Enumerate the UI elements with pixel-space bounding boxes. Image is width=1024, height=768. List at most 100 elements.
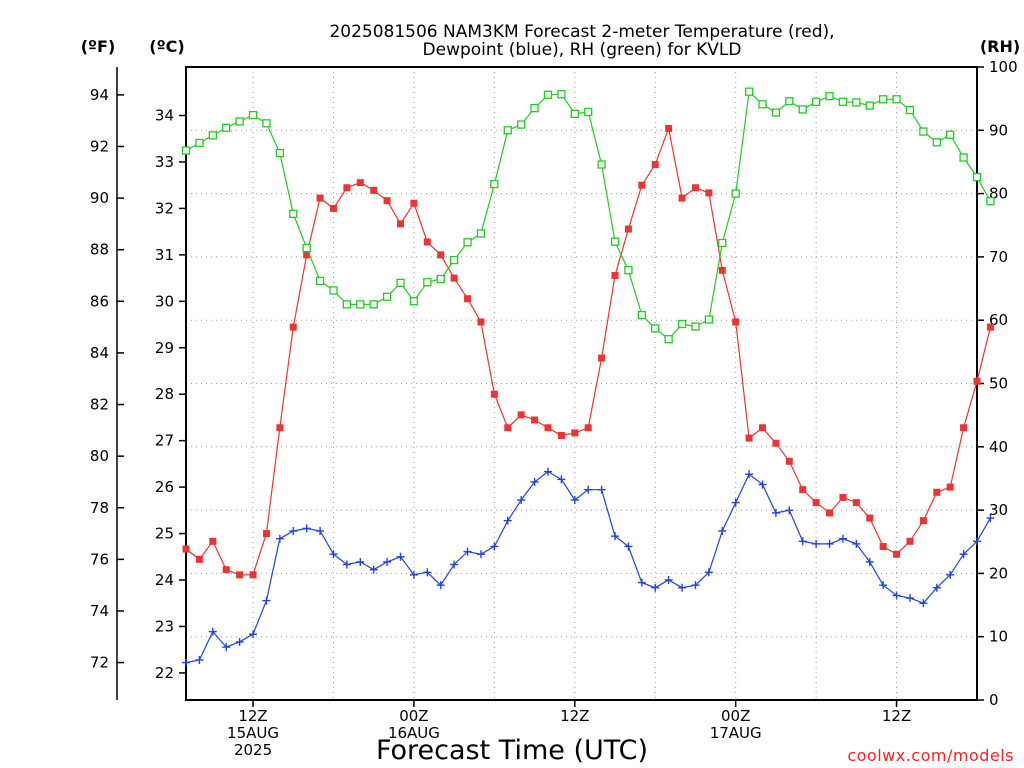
rh-tick-label: 20 [989, 564, 1008, 582]
data-point [329, 550, 338, 559]
data-point [879, 95, 888, 104]
chart-title-line1: 2025081506 NAM3KM Forecast 2-meter Tempe… [329, 22, 834, 42]
fahrenheit-tick-label: 78 [90, 499, 109, 517]
data-point [195, 656, 204, 665]
credit-text: coolwx.com/models [847, 746, 1014, 765]
fahrenheit-tick-label: 80 [90, 447, 109, 465]
data-point [248, 110, 258, 120]
data-point [530, 103, 539, 113]
data-point [262, 119, 271, 128]
data-point [490, 390, 498, 398]
data-point [182, 658, 190, 667]
data-point [799, 486, 807, 494]
data-point [598, 354, 606, 362]
data-point [610, 237, 620, 246]
data-point [705, 189, 713, 197]
data-point [517, 120, 526, 129]
data-point [369, 300, 378, 309]
data-point [302, 243, 311, 253]
celsius-tick-label: 30 [155, 292, 174, 310]
data-point [302, 524, 311, 533]
rh-tick-label: 100 [989, 58, 1018, 76]
data-point [236, 571, 244, 579]
data-point [396, 278, 405, 288]
data-point [504, 424, 512, 432]
data-point [651, 324, 660, 333]
data-point [798, 537, 807, 546]
data-point [181, 146, 191, 155]
data-point [503, 516, 512, 525]
data-point [476, 229, 486, 238]
data-point [839, 493, 847, 501]
data-point [758, 424, 766, 432]
data-point [464, 295, 472, 303]
celsius-tick-label: 31 [155, 246, 174, 264]
data-point [664, 335, 673, 344]
celsius-tick-label: 24 [155, 571, 174, 589]
fahrenheit-tick-label: 76 [90, 550, 109, 568]
data-point [959, 153, 968, 162]
x-axis-title: Forecast Time (UTC) [376, 735, 648, 766]
data-point [798, 105, 807, 114]
data-point [235, 637, 244, 646]
data-point [785, 506, 794, 515]
data-point [624, 225, 632, 233]
data-point [570, 496, 579, 505]
data-point [651, 583, 660, 592]
data-point [637, 310, 646, 320]
data-point [771, 108, 781, 117]
fahrenheit-tick-label: 94 [90, 86, 109, 104]
data-point [182, 545, 190, 553]
data-point [543, 467, 552, 476]
data-point [316, 526, 325, 535]
data-point [557, 431, 565, 439]
data-point [919, 517, 927, 525]
unit-label-celsius: (ºC) [149, 37, 184, 56]
x-tick-label: 17AUG [710, 724, 762, 742]
data-point [356, 300, 365, 309]
data-point [343, 184, 351, 192]
celsius-tick-label: 29 [155, 339, 174, 357]
data-point [450, 560, 459, 569]
data-point [222, 643, 231, 652]
data-point [543, 90, 553, 100]
data-point [811, 97, 821, 106]
data-point [356, 179, 364, 187]
data-point [342, 560, 351, 569]
data-point [530, 477, 539, 486]
data-point [477, 318, 485, 326]
data-point [262, 530, 270, 538]
data-point [678, 194, 686, 202]
data-point [718, 266, 726, 274]
data-point [303, 251, 311, 259]
data-point [517, 496, 526, 505]
data-point [919, 599, 928, 608]
fahrenheit-tick-label: 92 [90, 137, 109, 155]
data-point [704, 568, 713, 577]
series-dewpoint [182, 467, 995, 667]
data-point [423, 278, 432, 287]
data-point [744, 87, 754, 96]
rh-tick-label: 10 [989, 628, 1008, 646]
data-point [262, 596, 271, 605]
series-rh [181, 87, 995, 344]
data-point [919, 127, 928, 136]
data-point [436, 274, 445, 284]
data-point [758, 480, 767, 489]
celsius-tick-label: 33 [155, 153, 174, 171]
data-point [785, 97, 794, 106]
data-point [571, 429, 579, 437]
data-point [732, 318, 740, 326]
data-point [436, 581, 445, 590]
x-tick-label: 12Z [882, 707, 911, 725]
data-point [973, 537, 981, 546]
data-point [731, 189, 740, 198]
data-point [611, 272, 619, 280]
data-point [276, 424, 284, 432]
data-point [409, 297, 419, 306]
rh-tick-label: 0 [989, 691, 999, 709]
data-point [826, 509, 834, 517]
data-point [879, 542, 887, 550]
data-point [718, 526, 727, 535]
data-point [316, 194, 324, 202]
